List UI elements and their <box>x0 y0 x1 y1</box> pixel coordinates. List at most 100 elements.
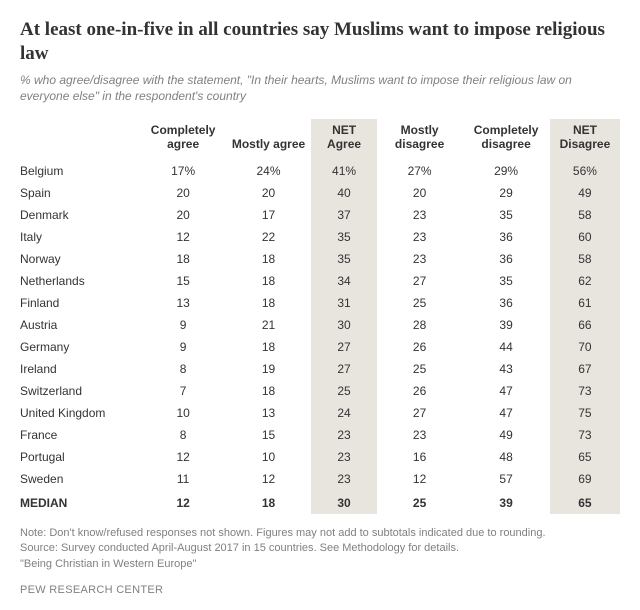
cell-net-agree: 41% <box>311 160 377 182</box>
cell-completely-disagree: 49 <box>462 424 550 446</box>
cell-mostly-agree: 20 <box>226 182 311 204</box>
table-row: Ireland81927254367 <box>20 358 620 380</box>
cell-completely-agree: 20 <box>140 204 225 226</box>
cell-net-disagree: 67 <box>550 358 620 380</box>
row-label: Norway <box>20 248 140 270</box>
row-label: Belgium <box>20 160 140 182</box>
col-mostly-agree: Mostly agree <box>226 119 311 160</box>
cell-net-disagree: 73 <box>550 424 620 446</box>
col-completely-disagree: Completely disagree <box>462 119 550 160</box>
cell-completely-agree: 9 <box>140 336 225 358</box>
row-label: Switzerland <box>20 380 140 402</box>
cell-net-disagree: 65 <box>550 490 620 514</box>
cell-completely-agree: 12 <box>140 490 225 514</box>
cell-completely-disagree: 36 <box>462 292 550 314</box>
table-row: Norway181835233658 <box>20 248 620 270</box>
cell-completely-disagree: 29% <box>462 160 550 182</box>
median-row: MEDIAN121830253965 <box>20 490 620 514</box>
cell-mostly-disagree: 28 <box>377 314 462 336</box>
cell-completely-disagree: 48 <box>462 446 550 468</box>
cell-completely-disagree: 35 <box>462 204 550 226</box>
cell-mostly-disagree: 27% <box>377 160 462 182</box>
cell-mostly-disagree: 16 <box>377 446 462 468</box>
cell-mostly-disagree: 23 <box>377 226 462 248</box>
cell-completely-disagree: 44 <box>462 336 550 358</box>
cell-mostly-agree: 18 <box>226 248 311 270</box>
table-row: Sweden111223125769 <box>20 468 620 490</box>
cell-mostly-agree: 15 <box>226 424 311 446</box>
table-row: Portugal121023164865 <box>20 446 620 468</box>
cell-mostly-disagree: 26 <box>377 336 462 358</box>
cell-net-disagree: 60 <box>550 226 620 248</box>
cell-completely-agree: 8 <box>140 358 225 380</box>
data-table: Completely agree Mostly agree NET Agree … <box>20 119 620 514</box>
cell-mostly-agree: 22 <box>226 226 311 248</box>
cell-mostly-disagree: 27 <box>377 270 462 292</box>
cell-mostly-agree: 12 <box>226 468 311 490</box>
cell-completely-agree: 13 <box>140 292 225 314</box>
cell-net-disagree: 49 <box>550 182 620 204</box>
cell-completely-agree: 8 <box>140 424 225 446</box>
row-label: United Kingdom <box>20 402 140 424</box>
cell-mostly-agree: 18 <box>226 292 311 314</box>
cell-completely-agree: 9 <box>140 314 225 336</box>
cell-mostly-disagree: 23 <box>377 248 462 270</box>
table-row: United Kingdom101324274775 <box>20 402 620 424</box>
cell-completely-disagree: 35 <box>462 270 550 292</box>
table-row: Switzerland71825264773 <box>20 380 620 402</box>
cell-mostly-disagree: 12 <box>377 468 462 490</box>
cell-completely-agree: 17% <box>140 160 225 182</box>
page-title: At least one-in-five in all countries sa… <box>20 18 620 66</box>
footnotes: Note: Don't know/refused responses not s… <box>20 526 620 572</box>
cell-net-disagree: 75 <box>550 402 620 424</box>
cell-mostly-agree: 18 <box>226 336 311 358</box>
table-row: Spain202040202949 <box>20 182 620 204</box>
cell-completely-disagree: 29 <box>462 182 550 204</box>
cell-net-agree: 24 <box>311 402 377 424</box>
table-row: Denmark201737233558 <box>20 204 620 226</box>
cell-completely-disagree: 36 <box>462 248 550 270</box>
row-label: Austria <box>20 314 140 336</box>
cell-mostly-agree: 18 <box>226 490 311 514</box>
page-subtitle: % who agree/disagree with the statement,… <box>20 72 620 106</box>
cell-mostly-disagree: 26 <box>377 380 462 402</box>
cell-net-disagree: 66 <box>550 314 620 336</box>
cell-mostly-disagree: 25 <box>377 358 462 380</box>
note-line: Note: Don't know/refused responses not s… <box>20 526 620 541</box>
cell-net-agree: 30 <box>311 314 377 336</box>
col-mostly-disagree: Mostly disagree <box>377 119 462 160</box>
cell-net-disagree: 58 <box>550 248 620 270</box>
cell-net-agree: 23 <box>311 446 377 468</box>
cell-mostly-disagree: 23 <box>377 204 462 226</box>
note-line: "Being Christian in Western Europe" <box>20 557 620 572</box>
cell-mostly-agree: 18 <box>226 380 311 402</box>
cell-net-agree: 35 <box>311 226 377 248</box>
cell-mostly-disagree: 27 <box>377 402 462 424</box>
cell-completely-agree: 18 <box>140 248 225 270</box>
cell-mostly-agree: 17 <box>226 204 311 226</box>
col-country <box>20 119 140 160</box>
row-label: Finland <box>20 292 140 314</box>
cell-net-disagree: 56% <box>550 160 620 182</box>
col-completely-agree: Completely agree <box>140 119 225 160</box>
table-body: Belgium17%24%41%27%29%56%Spain2020402029… <box>20 160 620 514</box>
col-net-disagree: NET Disagree <box>550 119 620 160</box>
cell-net-disagree: 65 <box>550 446 620 468</box>
source-footer: PEW RESEARCH CENTER <box>20 584 620 596</box>
cell-mostly-agree: 10 <box>226 446 311 468</box>
cell-completely-disagree: 39 <box>462 490 550 514</box>
cell-net-disagree: 69 <box>550 468 620 490</box>
cell-completely-disagree: 43 <box>462 358 550 380</box>
cell-completely-agree: 12 <box>140 226 225 248</box>
note-line: Source: Survey conducted April-August 20… <box>20 541 620 556</box>
table-row: Belgium17%24%41%27%29%56% <box>20 160 620 182</box>
cell-net-disagree: 58 <box>550 204 620 226</box>
cell-mostly-disagree: 23 <box>377 424 462 446</box>
cell-net-agree: 34 <box>311 270 377 292</box>
row-label: Ireland <box>20 358 140 380</box>
cell-completely-disagree: 47 <box>462 402 550 424</box>
table-row: Finland131831253661 <box>20 292 620 314</box>
col-net-agree: NET Agree <box>311 119 377 160</box>
row-label: France <box>20 424 140 446</box>
cell-completely-disagree: 36 <box>462 226 550 248</box>
